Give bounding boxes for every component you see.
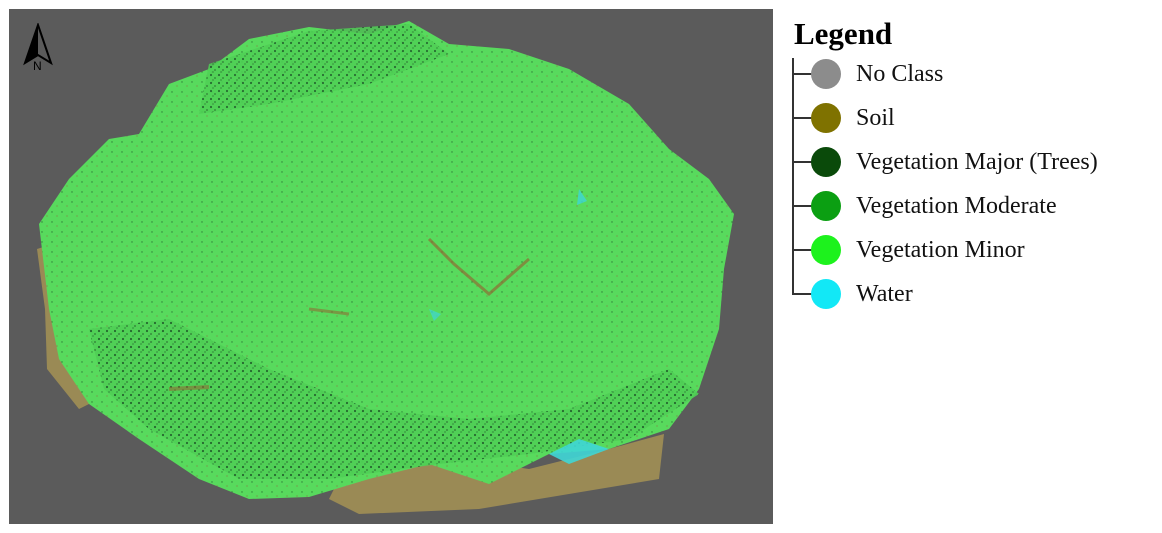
- legend-item-soil: Soil: [792, 101, 1162, 135]
- legend-item-water: Water: [792, 277, 1162, 311]
- legend-swatch-vegetation-minor: [811, 235, 841, 265]
- legend-item-vegetation-moderate: Vegetation Moderate: [792, 189, 1162, 223]
- map-raster: [37, 21, 734, 514]
- legend-connector: [792, 58, 794, 295]
- legend-swatch-water: [811, 279, 841, 309]
- legend-label: Vegetation Minor: [856, 237, 1025, 263]
- legend: Legend No Class Soil Vegetation Major (T…: [792, 14, 1162, 314]
- legend-label: Water: [856, 281, 913, 307]
- soil-track: [427, 237, 530, 296]
- legend-label: No Class: [856, 61, 944, 87]
- legend-item-vegetation-minor: Vegetation Minor: [792, 233, 1162, 267]
- tree-belt-south: [89, 319, 699, 479]
- legend-label: Vegetation Major (Trees): [856, 149, 1098, 175]
- water-patch-southeast: [549, 439, 609, 464]
- tree-belt-north: [199, 24, 449, 114]
- classified-map[interactable]: N: [9, 9, 773, 524]
- north-label: N: [33, 59, 42, 73]
- legend-title: Legend: [794, 16, 893, 51]
- legend-item-vegetation-major: Vegetation Major (Trees): [792, 145, 1162, 179]
- legend-swatch-vegetation-moderate: [811, 191, 841, 221]
- legend-item-no-class: No Class: [792, 57, 1162, 91]
- legend-swatch-no-class: [811, 59, 841, 89]
- legend-label: Vegetation Moderate: [856, 193, 1057, 219]
- legend-label: Soil: [856, 105, 895, 131]
- north-arrow-icon: [23, 23, 53, 66]
- legend-swatch-soil: [811, 103, 841, 133]
- water-patch-east: [577, 189, 587, 205]
- legend-swatch-vegetation-major: [811, 147, 841, 177]
- water-patch-center: [429, 309, 441, 321]
